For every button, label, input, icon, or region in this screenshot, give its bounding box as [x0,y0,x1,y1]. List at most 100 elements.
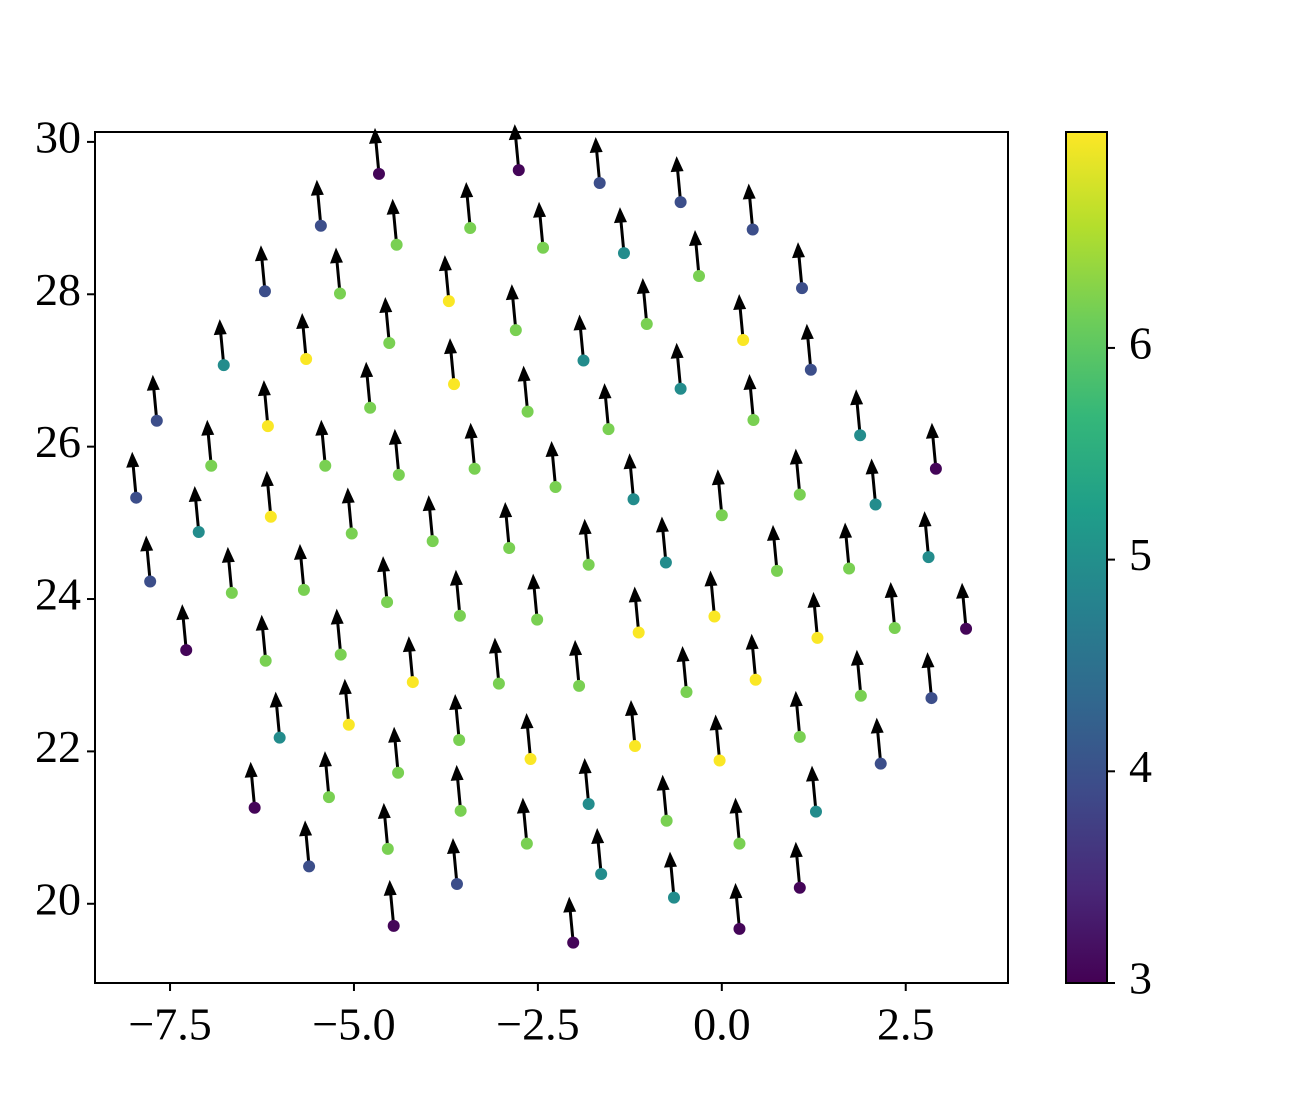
point [884,581,901,634]
arrow-head [318,751,332,768]
x-tick-label: −7.5 [128,999,211,1050]
point [449,693,466,746]
marker [960,622,973,635]
marker [888,621,901,634]
point [269,691,286,744]
arrow-head [505,284,519,301]
point [789,448,806,501]
marker [300,353,313,366]
arrow-head [422,495,436,512]
arrow-head [613,207,627,224]
arrow-head [766,524,780,541]
point [527,573,544,626]
marker [319,459,332,472]
point [221,546,238,599]
marker [512,164,525,177]
marker [567,936,580,949]
arrow-head [377,802,391,819]
arrow-head [386,198,400,215]
marker [314,219,327,232]
colorbar-tick-label: 5 [1129,529,1152,580]
arrow-head [446,837,460,854]
arrow-head [516,797,530,814]
arrow-head [338,678,352,695]
marker [468,462,481,475]
arrow-head [921,652,935,669]
marker [617,247,630,260]
colorbar-tick-label: 3 [1129,953,1152,1004]
point [517,365,534,418]
marker [573,679,586,692]
marker [333,287,346,300]
marker [264,510,277,523]
point [663,851,680,904]
point [201,419,218,472]
point [488,637,505,690]
arrow-head [449,569,463,586]
arrow-head [388,726,402,743]
point [733,293,750,346]
arrow-head [377,556,391,573]
marker [922,551,935,564]
marker [680,685,693,698]
marker [749,673,762,686]
y-tick-label: 22 [35,721,81,772]
arrow-head [709,714,723,731]
marker [929,462,942,475]
arrow-head [918,511,932,528]
point [598,383,615,436]
point [508,124,525,177]
arrow-head [517,365,531,382]
point [742,183,759,236]
point [505,284,522,337]
arrow-head [488,637,502,654]
arrow-head [254,245,268,262]
point [676,645,693,698]
arrow-head [729,797,743,814]
point [807,591,824,644]
marker [453,733,466,746]
x-tick-label: −2.5 [496,999,579,1050]
point [460,181,477,234]
arrow-head [733,293,747,310]
marker [674,196,687,209]
point [921,652,938,705]
marker [737,333,750,346]
point [628,586,645,639]
marker [627,493,640,506]
point [569,639,586,692]
arrow-head [213,319,227,336]
arrow-head [807,591,821,608]
point [293,543,310,596]
arrow-head [527,573,541,590]
point [591,828,608,881]
marker [509,324,522,337]
y-tick-label: 20 [35,873,81,924]
marker [746,223,759,236]
marker [392,766,405,779]
point [625,700,642,753]
point [318,751,335,804]
arrow-head [563,896,577,913]
point [296,313,313,366]
arrow-head [663,851,677,868]
colorbar-tick-label: 6 [1129,317,1152,368]
marker [796,282,809,295]
point [388,726,405,779]
arrow-head [388,428,402,445]
marker [392,468,405,481]
arrow-head [623,453,637,470]
point [743,373,760,426]
point [689,229,706,282]
arrow-head [573,314,587,331]
marker [217,359,230,372]
marker [811,631,824,644]
marker [381,596,394,609]
arrow-head [255,614,269,631]
marker [747,413,760,426]
point [330,608,347,661]
marker [453,609,466,622]
arrow-head [299,820,313,837]
point [140,535,157,588]
